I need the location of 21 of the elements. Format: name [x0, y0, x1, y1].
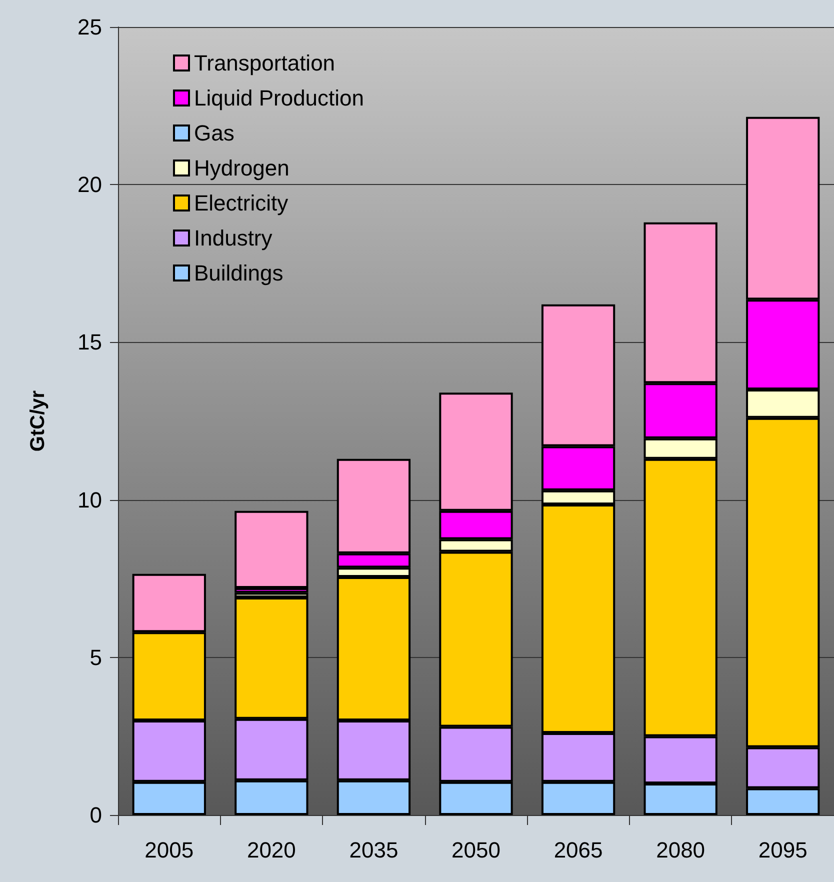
legend-label: Electricity — [194, 190, 288, 216]
x-tick-label: 2080 — [656, 838, 706, 862]
x-tick-label: 2050 — [452, 838, 500, 862]
legend-label: Buildings — [194, 260, 284, 286]
legend-label: Transportation — [194, 50, 336, 76]
legend-label: Industry — [194, 226, 272, 250]
y-tick-label: 20 — [78, 172, 102, 198]
x-tick-label: 2020 — [246, 838, 296, 862]
y-tick-label: 10 — [78, 487, 102, 512]
x-tick-label: 2005 — [144, 838, 194, 862]
y-tick-label: 5 — [90, 644, 102, 670]
y-axis-title: GtC/yr — [27, 390, 49, 452]
x-tick-label: 2095 — [758, 838, 808, 862]
legend-label: Gas — [194, 120, 234, 146]
y-tick-label: 0 — [90, 802, 102, 828]
x-tick-label: 2035 — [349, 838, 398, 862]
y-tick-label: 15 — [78, 330, 102, 355]
legend-label: Hydrogen — [194, 156, 290, 180]
legend-label: Liquid Production — [194, 86, 364, 110]
y-tick-label: 25 — [78, 14, 102, 40]
x-tick-label: 2065 — [554, 838, 603, 862]
